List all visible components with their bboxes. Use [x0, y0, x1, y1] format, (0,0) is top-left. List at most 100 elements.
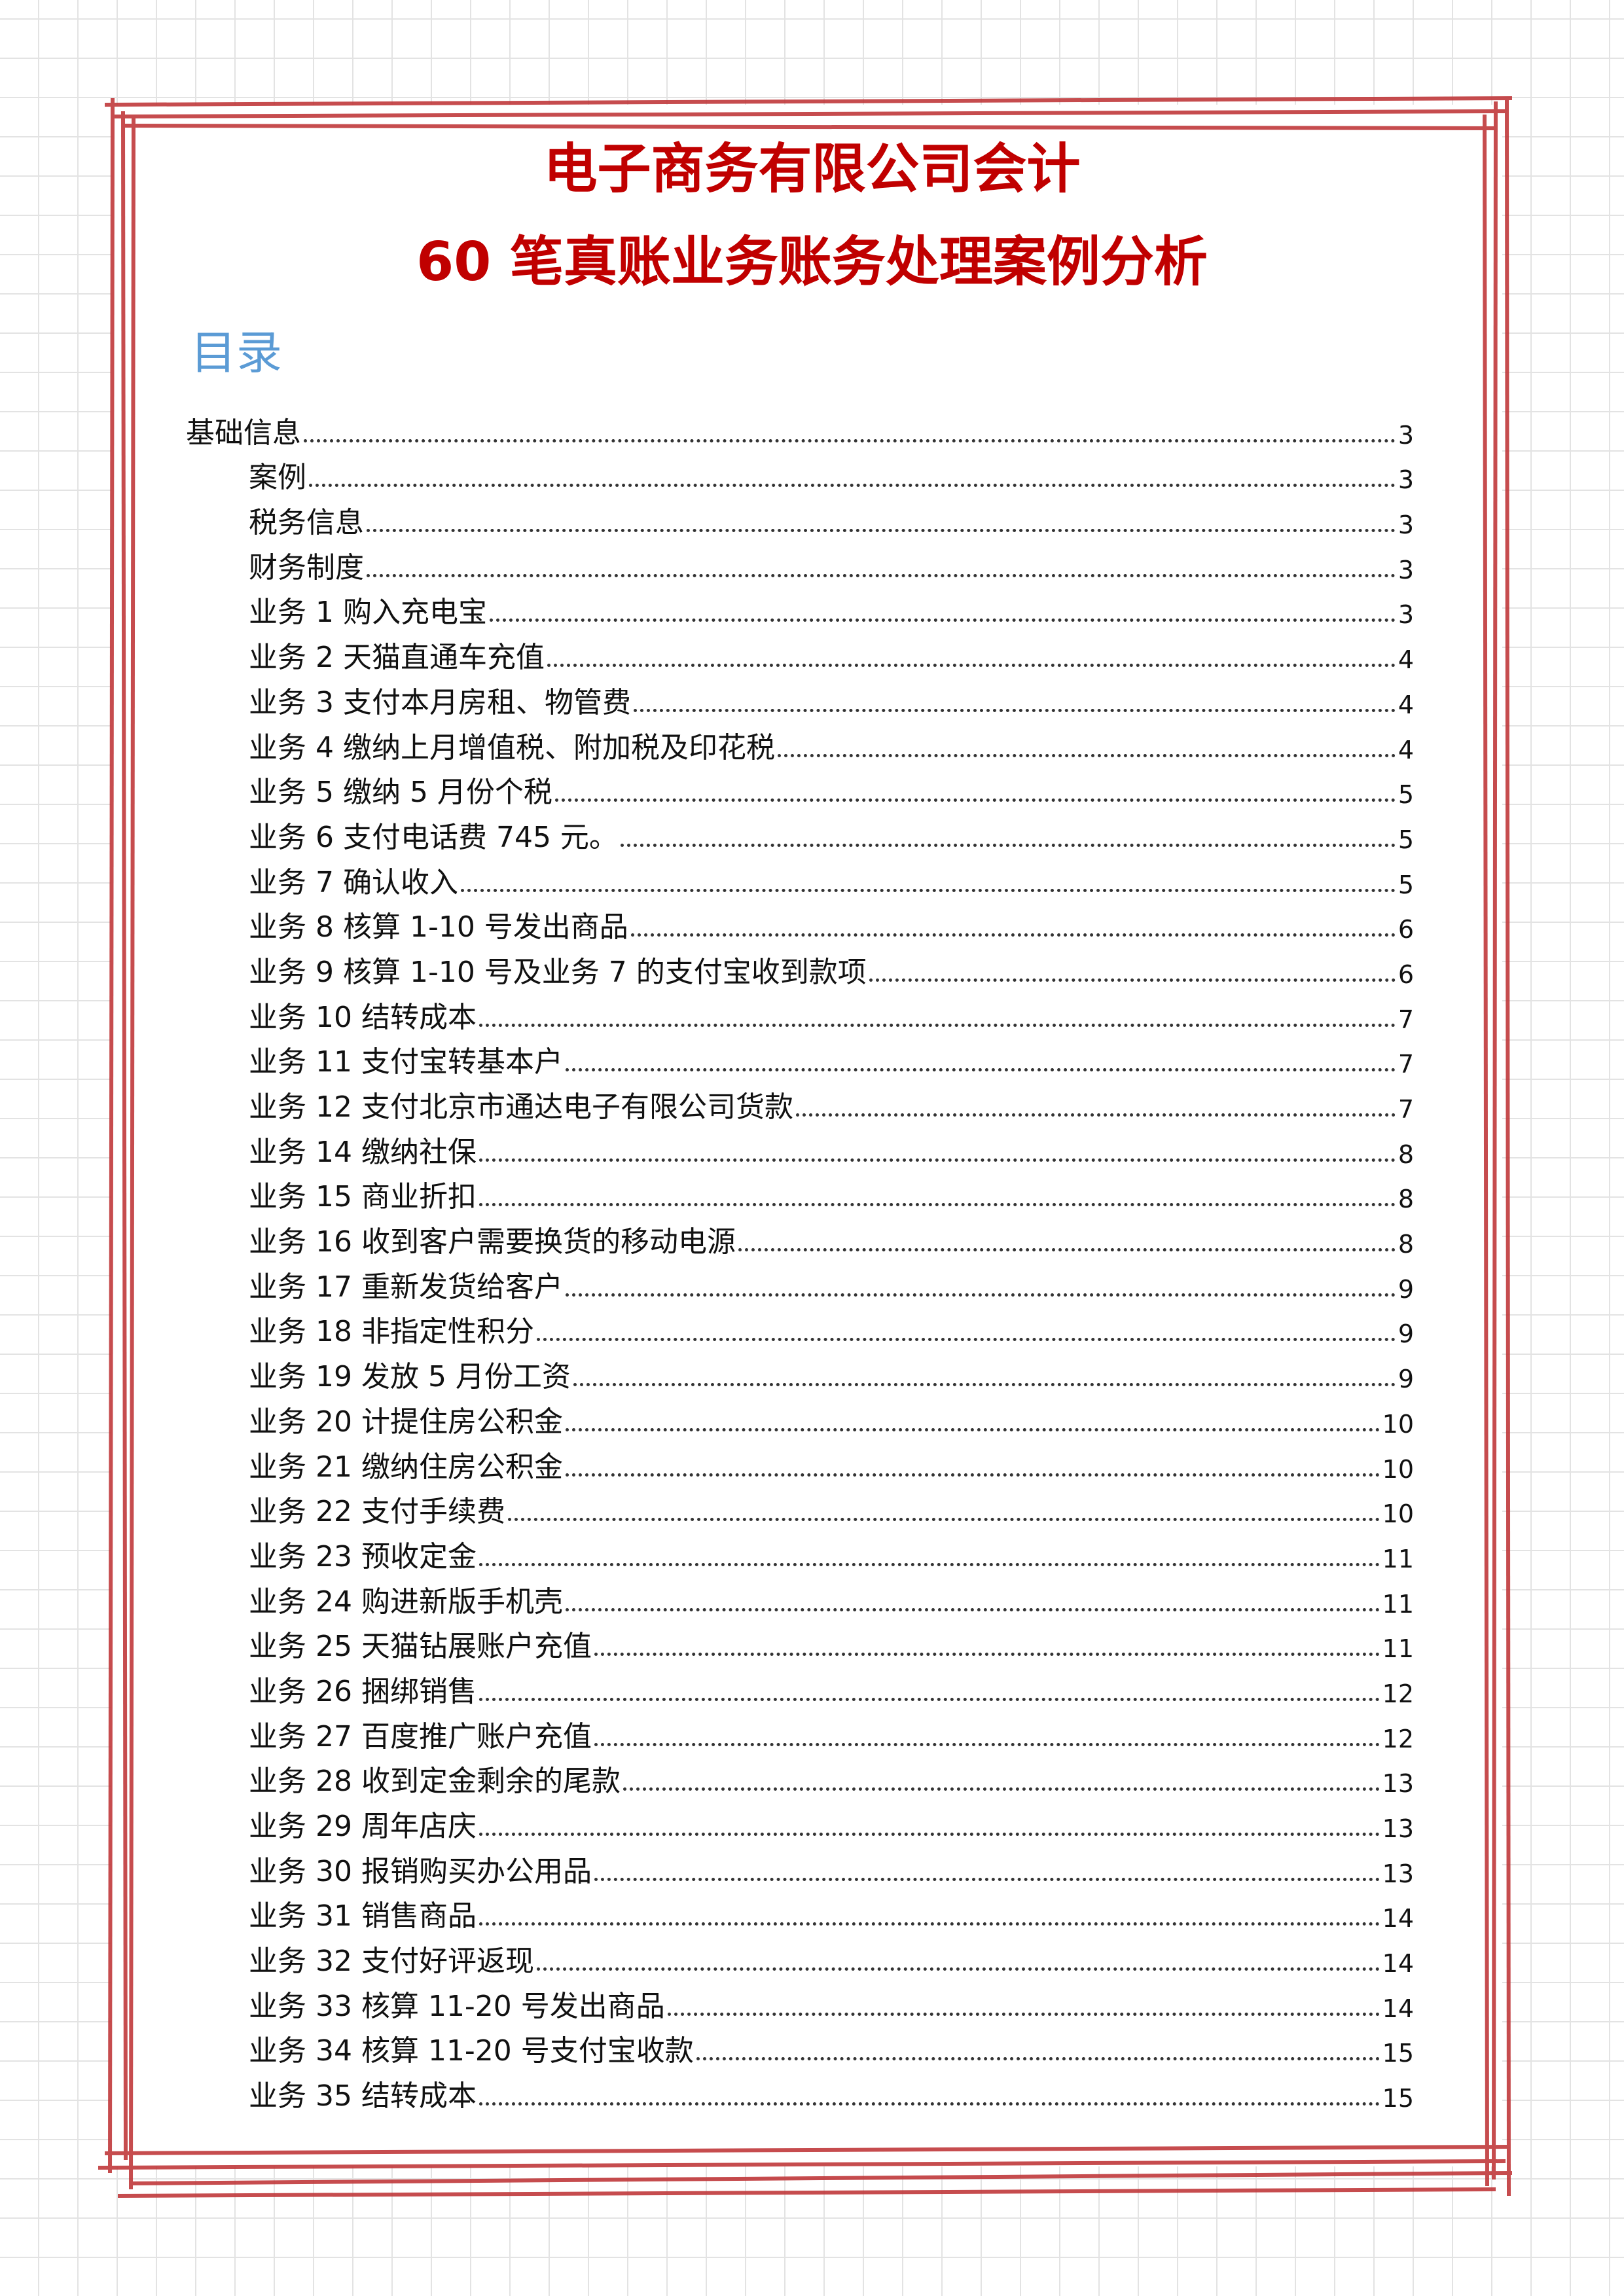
toc-entry-page-number: 12 [1382, 1679, 1414, 1708]
toc-entry[interactable]: 业务 11 支付宝转基本户 7 [186, 1032, 1414, 1077]
toc-entry-page-number: 3 [1398, 600, 1414, 630]
toc-entry[interactable]: 业务 3 支付本月房租、物管费 4 [186, 672, 1414, 717]
toc-entry[interactable]: 税务信息 3 [186, 492, 1414, 540]
toc-entry-page-number: 13 [1382, 1814, 1414, 1843]
dot-leader [489, 619, 1396, 622]
toc-entry[interactable]: 业务 22 支付手续费 10 [186, 1482, 1414, 1527]
toc-entry-label: 业务 19 发放 5 月份工资 [249, 1360, 571, 1394]
toc-entry[interactable]: 业务 16 收到客户需要换货的移动电源 8 [186, 1211, 1414, 1257]
dot-leader [565, 1607, 1380, 1611]
toc-entry[interactable]: 业务 35 结转成本 15 [186, 2066, 1414, 2111]
toc-entry[interactable]: 业务 33 核算 11-20 号发出商品 14 [186, 1976, 1414, 2021]
dot-leader [507, 1518, 1380, 1522]
toc-entry-label: 业务 22 支付手续费 [249, 1495, 505, 1529]
dot-leader [478, 2102, 1380, 2106]
toc-entry[interactable]: 业务 8 核算 1-10 号发出商品 6 [186, 897, 1414, 942]
toc-entry-page-number: 9 [1398, 1274, 1414, 1304]
toc-entry-page-number: 5 [1398, 825, 1414, 854]
toc-entry-label: 业务 29 周年店庆 [249, 1810, 477, 1843]
dot-leader [478, 1562, 1380, 1566]
toc-entry-page-number: 10 [1382, 1454, 1414, 1484]
toc-entry[interactable]: 案例 3 [186, 448, 1414, 493]
toc-entry-page-number: 14 [1382, 1904, 1414, 1933]
toc-entry-label: 业务 20 计提住房公积金 [249, 1405, 563, 1439]
toc-entry-label: 业务 10 结转成本 [249, 1000, 477, 1034]
toc-entry[interactable]: 业务 7 确认收入 5 [186, 852, 1414, 897]
toc-entry-page-number: 15 [1382, 2039, 1414, 2068]
toc-entry-label: 业务 27 百度推广账户充值 [249, 1719, 592, 1753]
toc-entry[interactable]: 业务 5 缴纳 5 月份个税 5 [186, 762, 1414, 808]
toc-entry[interactable]: 业务 15 商业折扣 8 [186, 1167, 1414, 1212]
toc-entry[interactable]: 业务 10 结转成本 7 [186, 987, 1414, 1032]
toc-entry[interactable]: 业务 14 缴纳社保 8 [186, 1122, 1414, 1167]
toc-entry-label: 业务 23 预收定金 [249, 1539, 477, 1573]
dot-leader [573, 1383, 1396, 1387]
toc-entry-label: 业务 34 核算 11-20 号支付宝收款 [249, 2034, 694, 2068]
toc-entry-page-number: 14 [1382, 1994, 1414, 2023]
toc-entry-page-number: 11 [1382, 1589, 1414, 1619]
toc-entry[interactable]: 业务 23 预收定金 11 [186, 1526, 1414, 1571]
toc-entry[interactable]: 基础信息 3 [186, 403, 1414, 448]
dot-leader [478, 1922, 1380, 1926]
toc-entry-page-number: 14 [1382, 1949, 1414, 1979]
toc-entry[interactable]: 业务 26 捆绑销售 12 [186, 1661, 1414, 1706]
toc-entry-label: 业务 5 缴纳 5 月份个税 [249, 776, 552, 810]
toc-entry-label: 业务 3 支付本月房租、物管费 [249, 685, 631, 719]
toc-entry-page-number: 11 [1382, 1544, 1414, 1573]
toc-entry[interactable]: 业务 30 报销购买办公用品 13 [186, 1841, 1414, 1886]
dot-leader [565, 1293, 1396, 1297]
toc-entry[interactable]: 业务 6 支付电话费 745 元。 5 [186, 807, 1414, 852]
toc-entry[interactable]: 业务 27 百度推广账户充值 12 [186, 1706, 1414, 1751]
toc-entry[interactable]: 业务 29 周年店庆 13 [186, 1796, 1414, 1843]
toc-entry-page-number: 7 [1398, 1095, 1414, 1124]
toc-entry[interactable]: 业务 9 核算 1-10 号及业务 7 的支付宝收到款项 6 [186, 942, 1414, 987]
toc-entry[interactable]: 业务 34 核算 11-20 号支付宝收款 15 [186, 2021, 1414, 2066]
toc-entry[interactable]: 业务 12 支付北京市通达电子有限公司货款 7 [186, 1077, 1414, 1122]
toc-entry-label: 业务 32 支付好评返现 [249, 1945, 534, 1979]
toc-entry-label: 业务 8 核算 1-10 号发出商品 [249, 910, 628, 944]
toc-entry-label: 税务信息 [249, 506, 364, 540]
toc-entry-page-number: 3 [1398, 511, 1414, 540]
toc-entry-label: 财务制度 [249, 550, 364, 584]
toc-entry[interactable]: 业务 24 购进新版手机壳 11 [186, 1571, 1414, 1617]
dot-leader [478, 1833, 1380, 1836]
toc-entry-label: 业务 14 缴纳社保 [249, 1135, 477, 1169]
dot-leader [309, 484, 1396, 488]
toc-entry[interactable]: 财务制度 3 [186, 537, 1414, 583]
dot-leader [696, 2057, 1380, 2061]
table-of-contents: 基础信息 3 案例 3 税务信息 3 财务制度 3 业务 1 购入充电宝 3 业务 2 天猫直通车充… [186, 403, 1414, 2111]
toc-entry[interactable]: 业务 17 重新发货给客户 9 [186, 1257, 1414, 1302]
toc-entry[interactable]: 业务 20 计提住房公积金 10 [186, 1391, 1414, 1437]
toc-entry-label: 业务 26 捆绑销售 [249, 1674, 477, 1708]
toc-entry[interactable]: 业务 4 缴纳上月增值税、附加税及印花税 4 [186, 717, 1414, 762]
toc-entry-page-number: 7 [1398, 1050, 1414, 1079]
toc-entry[interactable]: 业务 28 收到定金剩余的尾款 13 [186, 1751, 1414, 1797]
toc-entry[interactable]: 业务 2 天猫直通车充值 4 [186, 627, 1414, 675]
toc-entry[interactable]: 业务 21 缴纳住房公积金 10 [186, 1437, 1414, 1482]
dot-leader [738, 1248, 1396, 1252]
toc-entry-page-number: 12 [1382, 1724, 1414, 1753]
toc-entry-page-number: 8 [1398, 1185, 1414, 1214]
toc-entry[interactable]: 业务 1 购入充电宝 3 [186, 583, 1414, 628]
dot-leader [594, 1742, 1380, 1746]
toc-entry-label: 业务 15 商业折扣 [249, 1180, 477, 1214]
toc-entry-page-number: 13 [1382, 1859, 1414, 1888]
dot-leader [795, 1113, 1396, 1117]
dot-leader [623, 1787, 1380, 1791]
toc-entry[interactable]: 业务 19 发放 5 月份工资 9 [186, 1346, 1414, 1394]
toc-entry-page-number: 5 [1398, 870, 1414, 899]
dot-leader [536, 1338, 1396, 1342]
dot-leader [630, 933, 1396, 937]
dot-leader [547, 664, 1396, 668]
toc-entry-page-number: 10 [1382, 1409, 1414, 1439]
toc-entry[interactable]: 业务 25 天猫钻展账户充值 11 [186, 1617, 1414, 1662]
document-page [111, 105, 1502, 2166]
toc-entry[interactable]: 业务 32 支付好评返现 14 [186, 1931, 1414, 1979]
toc-entry-page-number: 13 [1382, 1769, 1414, 1799]
toc-entry[interactable]: 业务 31 销售商品 14 [186, 1886, 1414, 1931]
dot-leader [478, 1203, 1396, 1207]
toc-entry-label: 业务 17 重新发货给客户 [249, 1270, 563, 1304]
toc-entry-page-number: 4 [1398, 645, 1414, 675]
dot-leader [478, 1023, 1396, 1027]
toc-entry[interactable]: 业务 18 非指定性积分 9 [186, 1302, 1414, 1347]
